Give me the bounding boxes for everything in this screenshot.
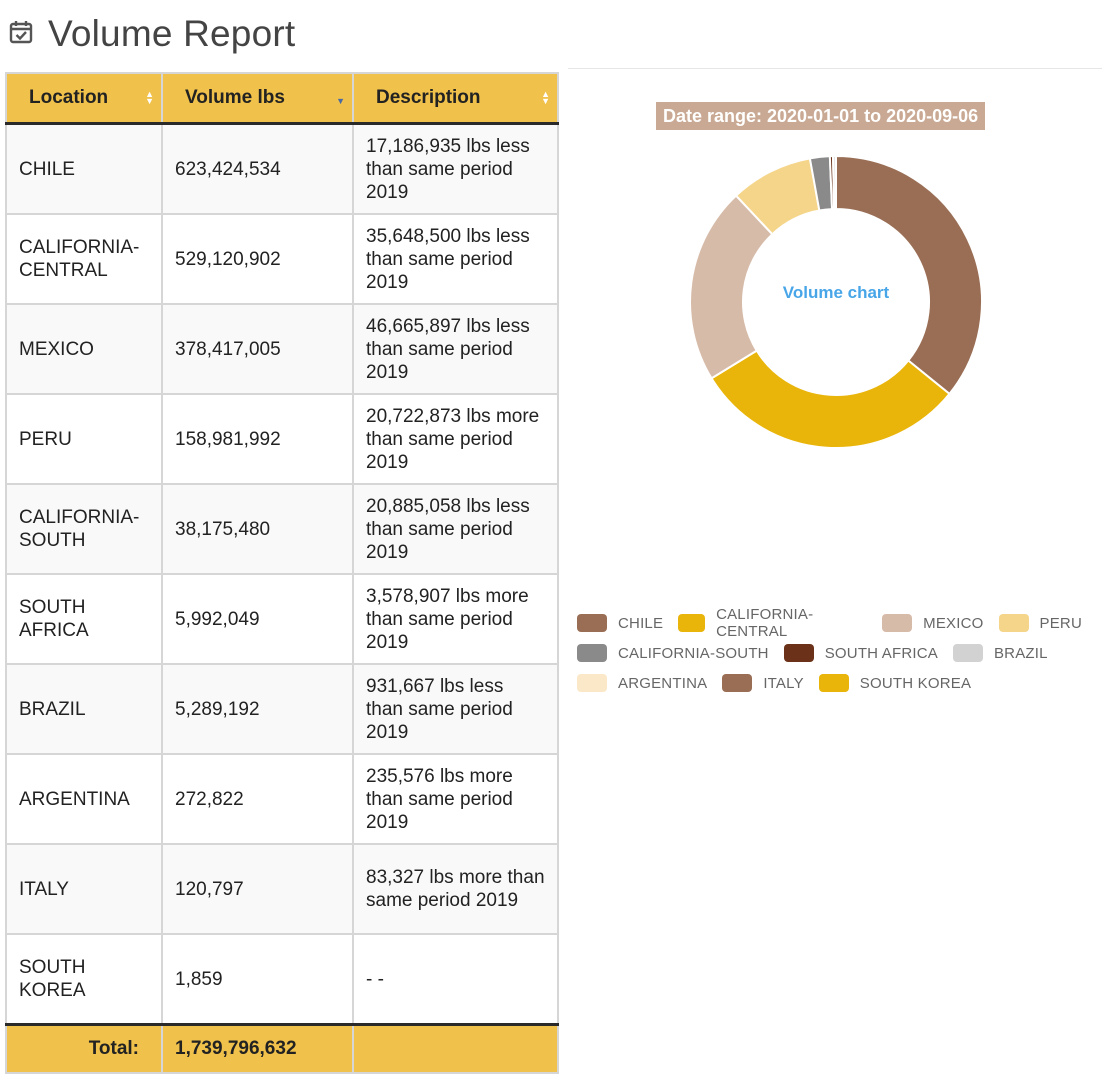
volume-cell: 272,822	[161, 753, 354, 845]
legend-swatch	[783, 644, 814, 662]
volume-cell: 623,424,534	[161, 122, 354, 215]
volume-cell: 120,797	[161, 843, 354, 935]
legend-swatch	[998, 614, 1029, 632]
legend-item[interactable]: SOUTH KOREA	[818, 674, 972, 692]
legend-swatch	[818, 674, 849, 692]
location-cell: SOUTH AFRICA	[5, 573, 163, 665]
description-cell: - -	[352, 933, 559, 1026]
table-row: CALIFORNIA-CENTRAL 529,120,902 35,648,50…	[5, 213, 559, 305]
volume-table: Location ▲ ▼ Volume lbs ▼ Description ▲ ▼ …	[5, 72, 559, 1074]
location-cell: SOUTH KOREA	[5, 933, 163, 1026]
legend-label: CALIFORNIA-SOUTH	[618, 644, 769, 662]
description-cell: 20,885,058 lbs less than same period 201…	[352, 483, 559, 575]
legend-item[interactable]: BRAZIL	[952, 644, 1048, 662]
legend-item[interactable]: CALIFORNIA-CENTRAL	[678, 606, 867, 640]
legend-swatch	[577, 644, 607, 662]
legend-swatch	[577, 614, 607, 632]
table-row: MEXICO 378,417,005 46,665,897 lbs less t…	[5, 303, 559, 395]
legend-swatch	[882, 614, 913, 632]
description-cell: 17,186,935 lbs less than same period 201…	[352, 122, 559, 215]
legend-label: SOUTH AFRICA	[824, 644, 938, 662]
sort-icon[interactable]: ▲ ▼	[145, 89, 154, 106]
legend-item[interactable]: SOUTH AFRICA	[783, 644, 938, 662]
location-cell: CHILE	[5, 122, 163, 215]
chart-title: Date range: 2020-01-01 to 2020-09-06	[656, 102, 986, 130]
page-title: Volume Report	[48, 13, 296, 54]
table-row: ARGENTINA 272,822 235,576 lbs more than …	[5, 753, 559, 845]
column-header-label: Description	[376, 87, 481, 108]
legend-item[interactable]: PERU	[998, 614, 1082, 632]
table-row: PERU 158,981,992 20,722,873 lbs more tha…	[5, 393, 559, 485]
table-row: SOUTH KOREA 1,859 - -	[5, 933, 559, 1026]
description-cell: 35,648,500 lbs less than same period 201…	[352, 213, 559, 305]
legend-swatch	[952, 644, 983, 662]
description-cell: 20,722,873 lbs more than same period 201…	[352, 393, 559, 485]
location-cell: ITALY	[5, 843, 163, 935]
volume-chart: Date range: 2020-01-01 to 2020-09-06 Vol…	[568, 80, 1102, 720]
chart-legend: CHILE CALIFORNIA-CENTRAL MEXICO PERU CALIFOR…	[577, 606, 1097, 698]
legend-item[interactable]: CALIFORNIA-SOUTH	[577, 644, 769, 662]
legend-swatch	[577, 674, 607, 692]
calendar-check-icon	[8, 19, 34, 50]
legend-label: BRAZIL	[993, 644, 1048, 662]
volume-cell: 378,417,005	[161, 303, 354, 395]
location-cell: MEXICO	[5, 303, 163, 395]
volume-cell: 38,175,480	[161, 483, 354, 575]
table-row: CHILE 623,424,534 17,186,935 lbs less th…	[5, 122, 559, 215]
description-cell: 83,327 lbs more than same period 2019	[352, 843, 559, 935]
page-header: Volume Report	[8, 12, 295, 56]
column-header-label: Volume lbs	[185, 87, 285, 108]
donut-slice-chile[interactable]	[835, 154, 983, 396]
legend-row: ARGENTINA ITALY SOUTH KOREA	[577, 668, 1097, 698]
table-row: ITALY 120,797 83,327 lbs more than same …	[5, 843, 559, 935]
legend-item[interactable]: CHILE	[577, 614, 663, 632]
legend-label: SOUTH KOREA	[859, 674, 972, 692]
legend-swatch	[722, 674, 753, 692]
total-volume: 1,739,796,632	[161, 1023, 354, 1074]
volume-cell: 1,859	[161, 933, 354, 1026]
legend-item[interactable]: MEXICO	[882, 614, 983, 632]
volume-cell: 5,289,192	[161, 663, 354, 755]
legend-label: MEXICO	[923, 614, 984, 632]
legend-swatch	[678, 614, 706, 632]
description-cell: 3,578,907 lbs more than same period 2019	[352, 573, 559, 665]
table-row: SOUTH AFRICA 5,992,049 3,578,907 lbs mor…	[5, 573, 559, 665]
sort-icon[interactable]: ▲ ▼	[541, 89, 550, 106]
volume-cell: 529,120,902	[161, 213, 354, 305]
description-cell: 235,576 lbs more than same period 2019	[352, 753, 559, 845]
location-cell: CALIFORNIA-CENTRAL	[5, 213, 163, 305]
legend-label: ITALY	[763, 674, 804, 692]
column-header-volume[interactable]: Volume lbs ▼	[161, 72, 354, 125]
volume-cell: 158,981,992	[161, 393, 354, 485]
column-header-description[interactable]: Description ▲ ▼	[352, 72, 559, 125]
location-cell: ARGENTINA	[5, 753, 163, 845]
table-row: BRAZIL 5,289,192 931,667 lbs less than s…	[5, 663, 559, 755]
volume-cell: 5,992,049	[161, 573, 354, 665]
location-cell: CALIFORNIA-SOUTH	[5, 483, 163, 575]
donut-slice-california-central[interactable]	[710, 349, 951, 449]
legend-row: CHILE CALIFORNIA-CENTRAL MEXICO PERU	[577, 606, 1097, 640]
description-cell: 931,667 lbs less than same period 2019	[352, 663, 559, 755]
legend-row: CALIFORNIA-SOUTH SOUTH AFRICA BRAZIL	[577, 638, 1097, 668]
table-row: CALIFORNIA-SOUTH 38,175,480 20,885,058 l…	[5, 483, 559, 575]
legend-label: ARGENTINA	[618, 674, 708, 692]
total-row: Total: 1,739,796,632	[5, 1023, 559, 1074]
column-header-label: Location	[29, 87, 109, 108]
total-label: Total:	[5, 1023, 163, 1074]
column-header-location[interactable]: Location ▲ ▼	[5, 72, 163, 125]
chart-center-label: Volume chart	[782, 283, 890, 302]
legend-item[interactable]: ARGENTINA	[577, 674, 707, 692]
location-cell: BRAZIL	[5, 663, 163, 755]
total-description	[352, 1023, 559, 1074]
sort-desc-icon[interactable]: ▼	[336, 96, 345, 106]
legend-label: PERU	[1039, 614, 1082, 632]
location-cell: PERU	[5, 393, 163, 485]
description-cell: 46,665,897 lbs less than same period 201…	[352, 303, 559, 395]
legend-label: CALIFORNIA-CENTRAL	[716, 606, 814, 640]
legend-label: CHILE	[618, 614, 664, 632]
header-divider	[568, 68, 1102, 69]
donut-chart	[689, 154, 983, 449]
legend-item[interactable]: ITALY	[722, 674, 804, 692]
